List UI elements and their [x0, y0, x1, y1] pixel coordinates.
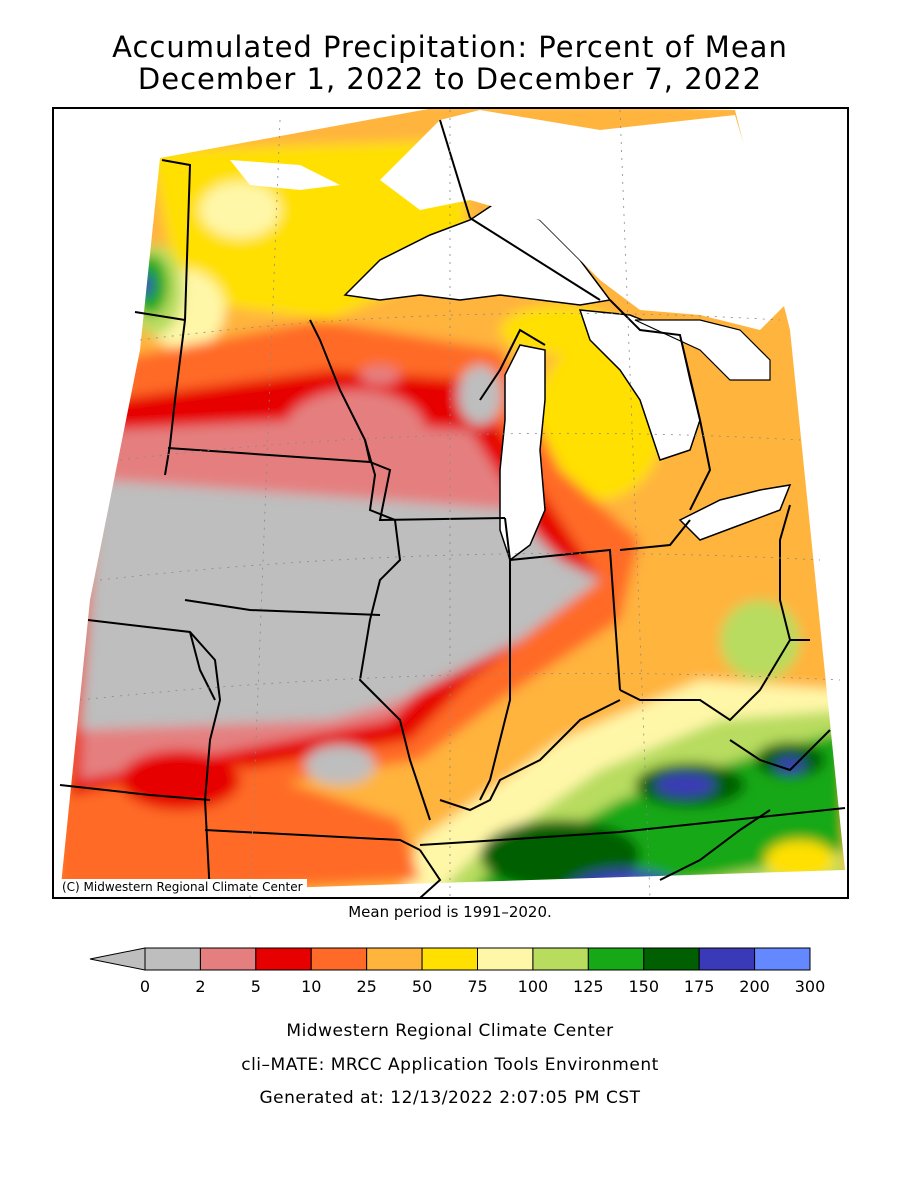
- legend-swatch: [532, 947, 589, 971]
- copyright-label: (C) Midwestern Regional Climate Center: [58, 879, 307, 895]
- precipitation-map: [52, 107, 849, 899]
- legend-tick-label: 125: [573, 977, 604, 996]
- legend-tick-label: 150: [628, 977, 659, 996]
- footer-generated: Generated at: 12/13/2022 2:07:05 PM CST: [259, 1088, 641, 1108]
- legend-tick-label: 10: [301, 977, 321, 996]
- legend-swatch: [421, 947, 479, 971]
- footer-tool: cli–MATE: MRCC Application Tools Environ…: [241, 1055, 659, 1075]
- map-frame: [52, 107, 849, 899]
- legend-swatch: [366, 947, 423, 971]
- map-title: Accumulated Precipitation: Percent of Me…: [112, 30, 788, 64]
- gridlines: [79, 109, 841, 898]
- legend-tick-label: 50: [412, 977, 432, 996]
- legend-tick-label: 200: [739, 977, 770, 996]
- color-legend: 0 2 5 10 25 50 75 100 125 150 175 200 300: [89, 947, 826, 996]
- legend-tick-label: 100: [518, 977, 549, 996]
- legend-tick-label: 2: [195, 977, 205, 996]
- legend-swatch: [144, 947, 201, 971]
- map-date-range: December 1, 2022 to December 7, 2022: [137, 62, 763, 96]
- legend-swatch: [643, 947, 700, 971]
- legend-swatch: [698, 947, 756, 971]
- mean-period-note: Mean period is 1991–2020.: [348, 903, 552, 921]
- legend-tick-label: 25: [356, 977, 376, 996]
- legend-underflow-arrow: [89, 947, 146, 971]
- legend-tick-label: 75: [467, 977, 487, 996]
- legend-swatch: [754, 947, 811, 971]
- legend-tick-label: 300: [795, 977, 826, 996]
- legend-swatch: [310, 947, 368, 971]
- legend-tick-label: 5: [251, 977, 261, 996]
- state-boundaries: [59, 119, 846, 898]
- legend-swatch: [477, 947, 534, 971]
- footer-org: Midwestern Regional Climate Center: [286, 1021, 614, 1041]
- legend-swatch: [199, 947, 257, 971]
- legend-tick-label: 175: [684, 977, 715, 996]
- legend-swatch: [587, 947, 645, 971]
- great-lakes: [230, 110, 792, 562]
- legend-tick-label: 0: [140, 977, 150, 996]
- legend-swatch: [255, 947, 312, 971]
